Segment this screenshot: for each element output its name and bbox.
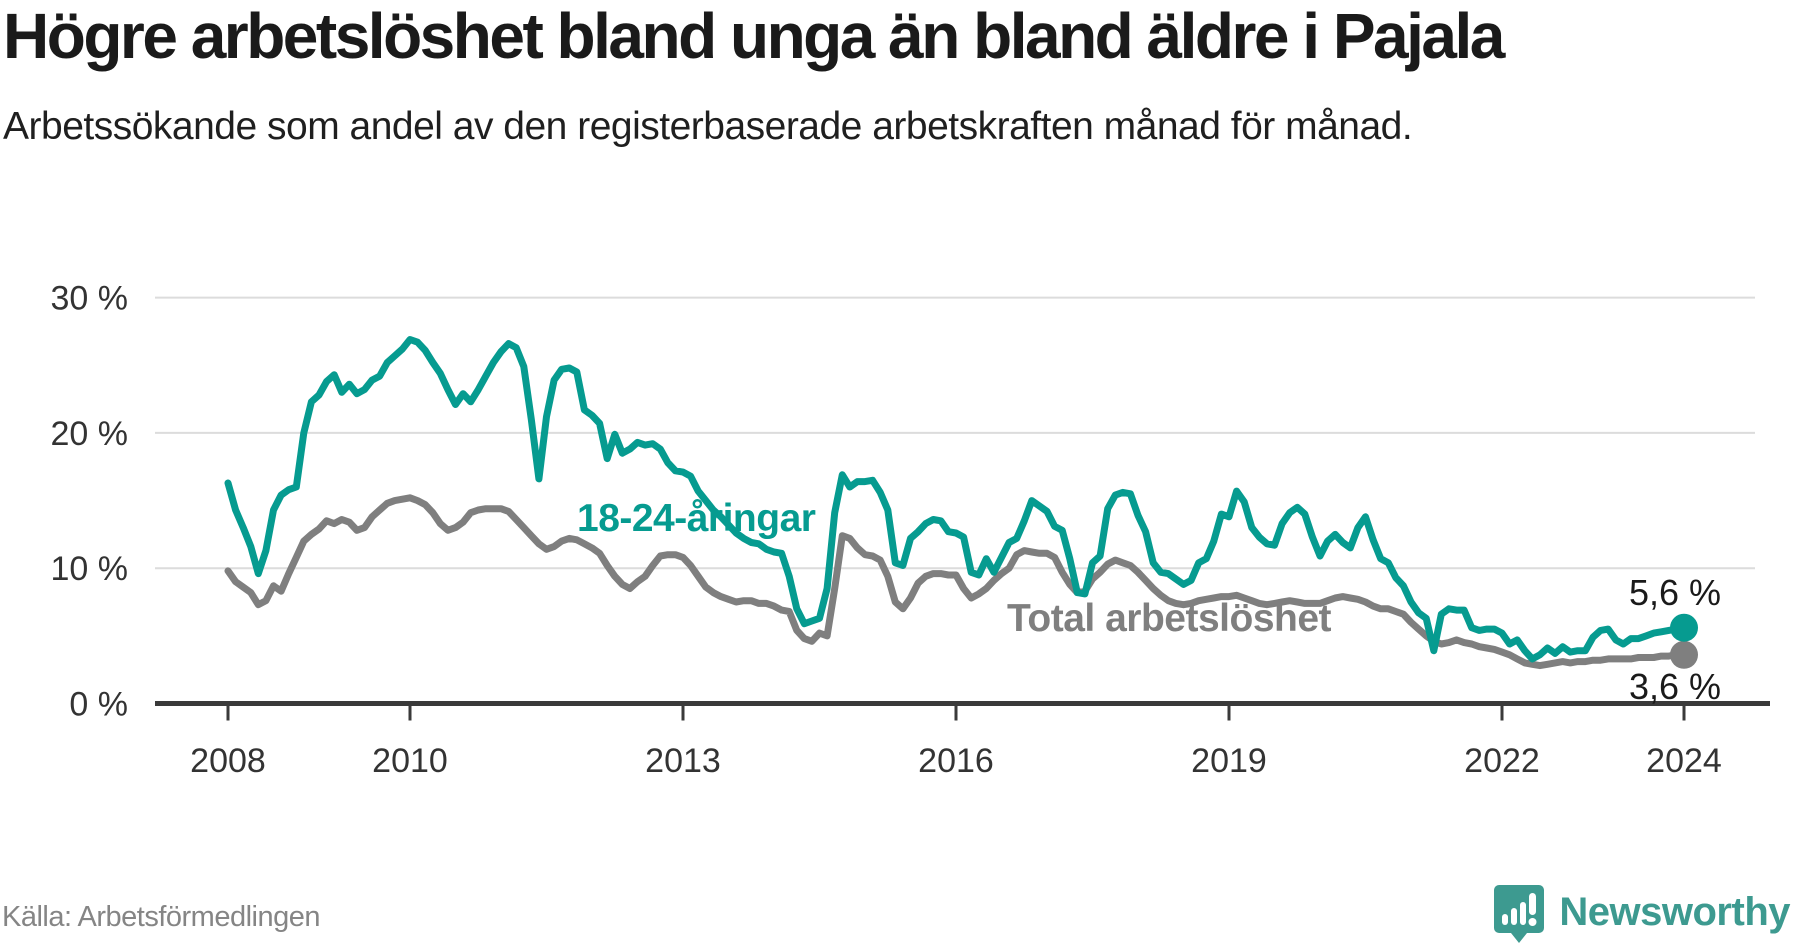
newsworthy-logo: Newsworthy — [1493, 884, 1790, 944]
y-axis-tick-label: 0 % — [69, 686, 128, 724]
y-axis-tick-label: 20 % — [51, 415, 129, 453]
end-value-label-total: 3,6 % — [1629, 666, 1722, 707]
end-dot-young — [1670, 613, 1698, 642]
chart-subtitle: Arbetssökande som andel av den registerb… — [3, 105, 1413, 148]
end-value-label-young: 5,6 % — [1629, 572, 1722, 613]
x-axis-tick-label: 2013 — [645, 742, 721, 780]
y-axis-tick-label: 30 % — [51, 280, 129, 318]
source-note: Källa: Arbetsförmedlingen — [2, 901, 320, 933]
x-axis-tick-label: 2010 — [372, 742, 448, 780]
newsworthy-icon — [1493, 884, 1545, 944]
series-line-young — [224, 336, 1688, 663]
x-axis-tick-label: 2024 — [1646, 742, 1722, 780]
x-axis-tick-label: 2016 — [918, 742, 994, 780]
x-axis-tick-label: 2019 — [1191, 742, 1267, 780]
y-axis-tick-label: 10 % — [51, 550, 129, 588]
series-label-total: Total arbetslöshet — [1007, 597, 1332, 640]
x-axis-tick-label: 2022 — [1464, 742, 1540, 780]
end-dot-total — [1670, 640, 1698, 669]
x-axis-tick-label: 2008 — [190, 742, 266, 780]
series-label-young: 18-24-åringar — [577, 497, 816, 540]
newsworthy-wordmark: Newsworthy — [1559, 889, 1790, 934]
series-line-total — [224, 494, 1688, 670]
page-title: Högre arbetslöshet bland unga än bland ä… — [3, 0, 1505, 72]
